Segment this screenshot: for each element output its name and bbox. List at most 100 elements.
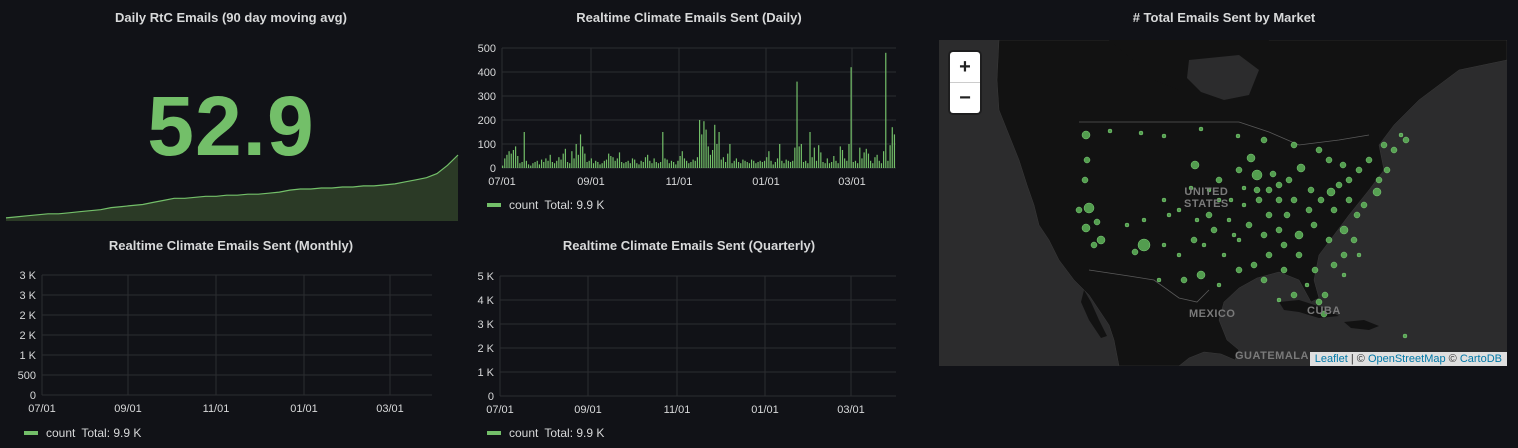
bar [519,163,521,168]
bar [753,160,755,168]
bar [688,163,690,168]
market-dot [1081,223,1091,233]
bar [707,146,709,168]
bar [783,163,785,168]
bar [610,156,612,168]
bar [815,160,818,168]
panel-title[interactable]: Realtime Climate Emails Sent (Daily) [576,10,802,25]
bar [748,163,750,168]
y-tick-label: 3 K [19,270,36,282]
bar [844,158,846,168]
market-dot [1310,221,1318,229]
market-dot [1290,291,1298,299]
bar [887,160,889,168]
market-dot [1176,207,1182,213]
carto-link[interactable]: CartoDB [1459,353,1502,365]
bar [729,144,731,168]
quarterly-chart: 0 1 K 2 K 3 K 4 K 5 K 07/01 09/01 11/01 01/01 03/0… [477,271,896,416]
market-dot [1305,206,1313,214]
market-dot [1124,222,1130,228]
market-dot [1345,176,1353,184]
bar [642,162,644,168]
market-dot [1330,261,1338,269]
bar [623,163,625,168]
bar [556,160,558,168]
bar [545,158,547,168]
panel-title[interactable]: # Total Emails Sent by Market [1132,10,1316,25]
bar [891,127,893,168]
market-dot [1276,297,1282,303]
bar [612,157,614,168]
market-dot [1246,153,1256,163]
bar [560,159,562,168]
bar [608,153,610,168]
market-dot [1221,252,1227,258]
panel-title[interactable]: Daily RtC Emails (90 day moving avg) [115,10,347,25]
bar [686,160,688,168]
leaflet-link[interactable]: Leaflet [1314,353,1348,365]
stat-sparkline [5,154,459,221]
market-dot [1290,141,1298,149]
bar [577,154,579,168]
legend[interactable]: count Total: 9.9 K [487,198,604,212]
bar [761,162,763,168]
bar [649,160,651,168]
bar [564,148,566,168]
label-guatemala: GUATEMALA [1235,350,1309,362]
bar [616,158,618,168]
market-dot [1161,197,1167,203]
bar [527,164,530,168]
market-dot [1201,242,1207,248]
bar [785,159,787,168]
market-dot [1161,242,1167,248]
bar [664,158,666,168]
bar [889,145,891,168]
bar [694,160,696,168]
panel-title[interactable]: Realtime Climate Emails Sent (Monthly) [108,238,354,253]
bar [850,67,852,168]
osm-link[interactable]: OpenStreetMap [1367,353,1446,365]
daily-chart: 0 100 200 300 400 500 07/01 09/01 11/01 01/01 03/0… [478,43,896,188]
bar [774,162,776,168]
bar [807,163,809,168]
bar [696,157,699,168]
zoom-out-button[interactable]: − [950,82,980,113]
map-attribution: Leaflet | © OpenStreetMap © CartoDB [1309,352,1507,366]
legend-series: count [46,426,76,440]
bar [798,146,800,168]
market-dot [1255,196,1263,204]
bar [835,160,837,168]
market-dot [1235,133,1241,139]
market-dot [1210,226,1218,234]
market-dot [1216,197,1222,203]
bar [618,152,621,168]
bar [796,81,798,168]
bar [523,132,525,168]
panel-title[interactable]: Realtime Climate Emails Sent (Quarterly) [562,238,816,253]
y-tick-label: 1 K [19,350,36,362]
bar [675,164,677,168]
market-dot [1356,252,1362,258]
bar [536,160,538,168]
bar [506,154,508,168]
legend[interactable]: count Total: 9.9 K [487,426,604,440]
x-tick-label: 07/01 [486,404,514,416]
bar [540,159,543,168]
market-map[interactable]: UNITED STATES MEXICO CUBA GUATEMALA + − L… [939,40,1507,366]
bar [701,134,703,168]
bar [657,163,660,168]
market-dot [1156,277,1162,283]
zoom-in-button[interactable]: + [959,56,971,78]
market-dot [1339,225,1349,235]
bar [792,160,794,168]
bar [677,160,679,168]
attribution-sep: © [1445,353,1460,365]
border-us-canada [1079,121,1370,146]
y-tick-label: 400 [478,67,496,79]
bar [532,163,534,168]
bar [878,160,880,168]
bar [865,148,867,168]
map-canvas[interactable] [939,40,1507,366]
legend[interactable]: count Total: 9.9 K [24,426,141,440]
market-dot [1083,202,1095,214]
